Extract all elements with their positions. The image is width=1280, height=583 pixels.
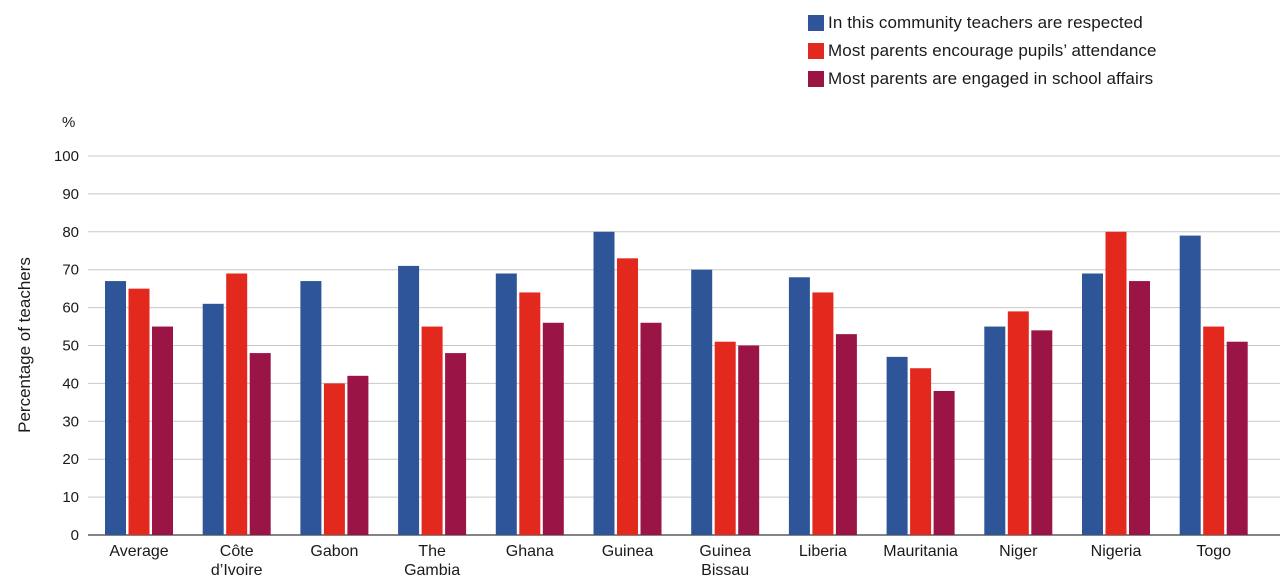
x-category-label: Guinea: [699, 543, 751, 560]
bar: [617, 258, 638, 535]
y-axis-ticks: 0 10 20 30 40 50 60 70 80 90 100: [54, 148, 79, 544]
legend-item-respected: In this community teachers are respected: [808, 13, 1157, 32]
bar: [105, 281, 126, 535]
bar: [593, 231, 615, 536]
bar: [1179, 235, 1201, 535]
legend-label-engaged: Most parents are engaged in school affai…: [828, 69, 1154, 88]
legend-item-engaged: Most parents are engaged in school affai…: [808, 69, 1157, 88]
legend-label-respected: In this community teachers are respected: [828, 13, 1143, 32]
bar: [812, 292, 834, 535]
x-category-label: Togo: [1196, 543, 1231, 560]
bar: [984, 326, 1006, 535]
bar: [1226, 341, 1248, 535]
bar: [152, 326, 173, 535]
bar: [347, 375, 369, 535]
legend-item-attendance: Most parents encourage pupils’ attendanc…: [808, 41, 1157, 60]
x-category-label: Gabon: [310, 543, 358, 560]
x-category-label: Bissau: [701, 562, 749, 579]
y-tick-label: 80: [62, 224, 79, 241]
legend-swatch-engaged: [808, 71, 824, 87]
bar: [835, 334, 857, 535]
y-tick-label: 50: [62, 338, 79, 355]
bar: [1129, 281, 1150, 535]
bar: [542, 322, 564, 535]
x-category-label: Nigeria: [1091, 543, 1142, 560]
y-tick-label: 20: [62, 451, 79, 468]
bar: [323, 383, 345, 535]
bar: [1105, 231, 1127, 536]
bar: [1082, 273, 1103, 535]
y-tick-label: 100: [54, 148, 79, 165]
x-axis-categories: Average Côte d’Ivoire Gabon The Gambia Ghana Gu…: [109, 543, 1231, 579]
legend-label-attendance: Most parents encourage pupils’ attendanc…: [828, 41, 1157, 60]
gridlines: [88, 155, 1280, 536]
x-category-label: Ghana: [506, 543, 554, 560]
x-category-label: d’Ivoire: [211, 562, 263, 579]
bar: [714, 341, 736, 535]
x-category-label: Gambia: [404, 562, 460, 579]
y-unit-label: %: [62, 114, 75, 131]
bar: [249, 353, 271, 535]
bar: [128, 288, 150, 535]
bar: [495, 273, 517, 535]
y-tick-label: 40: [62, 375, 79, 392]
bar: [398, 265, 420, 535]
bar: [421, 326, 443, 535]
y-tick-label: 10: [62, 489, 79, 506]
y-tick-label: 70: [62, 262, 79, 279]
legend-swatch-respected: [808, 15, 824, 31]
x-category-label: Guinea: [602, 543, 654, 560]
x-category-label: Liberia: [799, 543, 847, 560]
y-tick-label: 90: [62, 186, 79, 203]
bars: [105, 231, 1248, 536]
y-axis-title: Percentage of teachers: [15, 257, 34, 433]
bar: [300, 281, 322, 535]
legend: In this community teachers are respected…: [808, 13, 1157, 98]
bar: [226, 273, 248, 535]
bar: [202, 303, 224, 535]
legend-swatch-attendance: [808, 43, 824, 59]
x-category-label: Mauritania: [883, 543, 958, 560]
x-category-label: Average: [109, 543, 168, 560]
bar: [1203, 326, 1225, 535]
bar: [445, 353, 467, 535]
bar: [788, 277, 810, 535]
y-tick-label: 60: [62, 300, 79, 317]
bar: [933, 390, 955, 535]
y-tick-label: 30: [62, 413, 79, 430]
bar: [519, 292, 541, 535]
bar: [640, 322, 662, 535]
x-category-label: The: [418, 543, 446, 560]
x-category-label: Côte: [220, 543, 254, 560]
y-tick-label: 0: [71, 527, 79, 544]
bar: [691, 269, 713, 535]
bar: [1007, 311, 1029, 535]
x-category-label: Niger: [999, 543, 1038, 560]
bar: [738, 345, 760, 535]
bar: [886, 356, 908, 535]
bar: [1031, 330, 1053, 535]
bar: [910, 368, 932, 535]
